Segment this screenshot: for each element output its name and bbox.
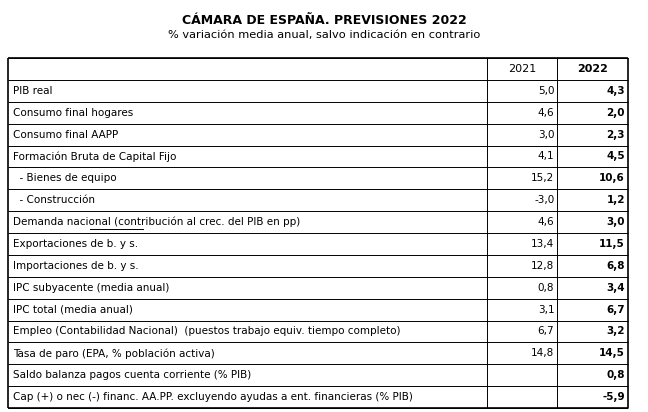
Text: Cap (+) o nec (-) financ. AA.PP. excluyendo ayudas a ent. financieras (% PIB): Cap (+) o nec (-) financ. AA.PP. excluye…: [13, 392, 413, 402]
Text: 13,4: 13,4: [531, 239, 554, 249]
Text: 6,8: 6,8: [607, 261, 625, 271]
Text: - Bienes de equipo: - Bienes de equipo: [13, 173, 117, 183]
Text: 3,4: 3,4: [607, 283, 625, 293]
Text: PIB real: PIB real: [13, 86, 52, 96]
Text: 4,6: 4,6: [538, 217, 554, 227]
Text: Demanda nacional (contribución al crec. del PIB en pp): Demanda nacional (contribución al crec. …: [13, 217, 300, 227]
Text: 10,6: 10,6: [599, 173, 625, 183]
Text: 3,2: 3,2: [607, 326, 625, 337]
Text: 0,8: 0,8: [607, 370, 625, 380]
Text: Formación Bruta de Capital Fijo: Formación Bruta de Capital Fijo: [13, 151, 176, 162]
Text: 14,5: 14,5: [599, 348, 625, 358]
Text: 15,2: 15,2: [531, 173, 554, 183]
Text: 4,5: 4,5: [607, 152, 625, 162]
Text: 11,5: 11,5: [599, 239, 625, 249]
Text: 2,3: 2,3: [607, 129, 625, 140]
Text: Exportaciones de b. y s.: Exportaciones de b. y s.: [13, 239, 138, 249]
Text: Consumo final hogares: Consumo final hogares: [13, 108, 133, 118]
Text: Consumo final AAPP: Consumo final AAPP: [13, 129, 118, 140]
Text: Tasa de paro (EPA, % población activa): Tasa de paro (EPA, % población activa): [13, 348, 214, 358]
Text: 6,7: 6,7: [538, 326, 554, 337]
Text: 3,0: 3,0: [538, 129, 554, 140]
Text: CÁMARA DE ESPAÑA. PREVISIONES 2022: CÁMARA DE ESPAÑA. PREVISIONES 2022: [181, 14, 467, 27]
Text: 3,0: 3,0: [607, 217, 625, 227]
Text: 14,8: 14,8: [531, 348, 554, 358]
Text: 0,8: 0,8: [538, 283, 554, 293]
Text: 2022: 2022: [577, 64, 608, 74]
Text: 6,7: 6,7: [607, 304, 625, 315]
Text: 4,1: 4,1: [538, 152, 554, 162]
Text: 4,6: 4,6: [538, 108, 554, 118]
Text: Importaciones de b. y s.: Importaciones de b. y s.: [13, 261, 139, 271]
Text: 1,2: 1,2: [607, 195, 625, 205]
Text: 12,8: 12,8: [531, 261, 554, 271]
Text: % variación media anual, salvo indicación en contrario: % variación media anual, salvo indicació…: [168, 30, 480, 40]
Text: Saldo balanza pagos cuenta corriente (% PIB): Saldo balanza pagos cuenta corriente (% …: [13, 370, 251, 380]
Text: - Construcción: - Construcción: [13, 195, 95, 205]
Text: 2,0: 2,0: [607, 108, 625, 118]
Text: -5,9: -5,9: [603, 392, 625, 402]
Text: Empleo (Contabilidad Nacional)  (puestos trabajo equiv. tiempo completo): Empleo (Contabilidad Nacional) (puestos …: [13, 326, 400, 337]
Text: IPC subyacente (media anual): IPC subyacente (media anual): [13, 283, 169, 293]
Text: 3,1: 3,1: [538, 304, 554, 315]
Text: 4,3: 4,3: [607, 86, 625, 96]
Text: 5,0: 5,0: [538, 86, 554, 96]
Text: IPC total (media anual): IPC total (media anual): [13, 304, 133, 315]
Text: -3,0: -3,0: [534, 195, 554, 205]
Text: 2021: 2021: [508, 64, 536, 74]
